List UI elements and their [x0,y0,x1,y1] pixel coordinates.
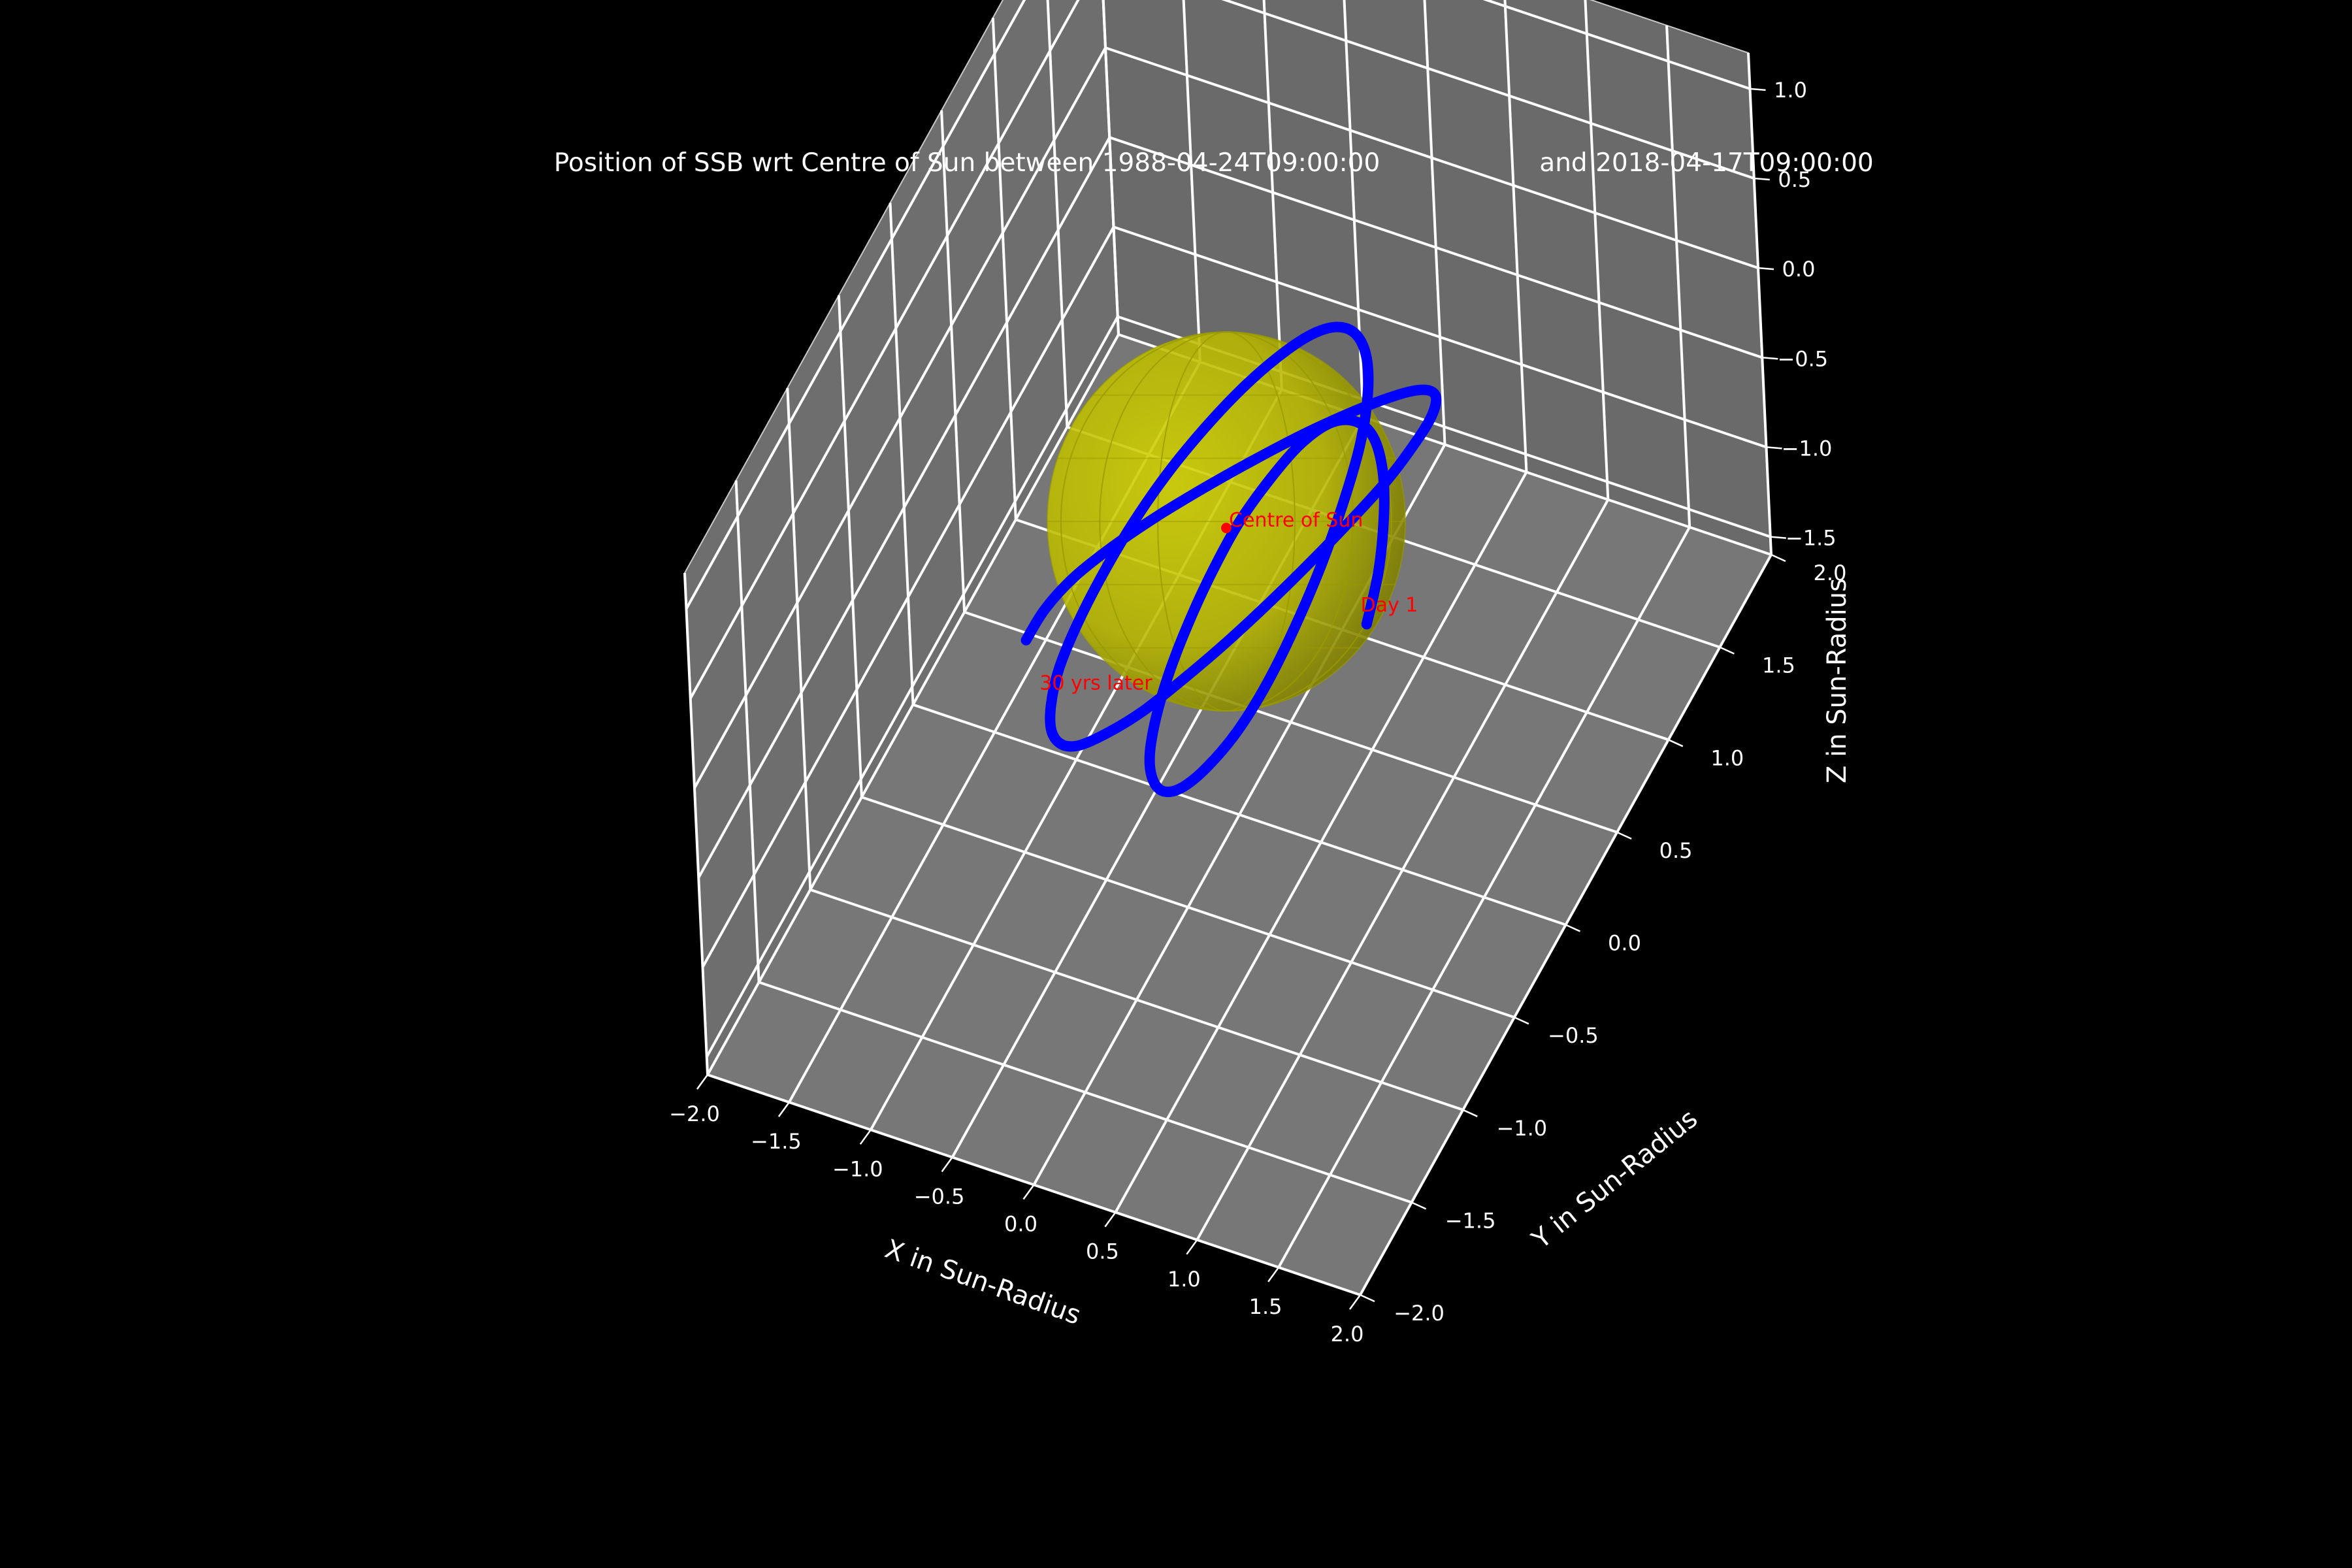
y-tick-mark [1719,646,1735,655]
gridline-x-backwall [1584,0,1610,500]
y-tick-label: −1.0 [1496,1116,1547,1141]
gridline-z-leftwall [689,0,1080,699]
gridline-x-backwall [1262,0,1283,390]
y-tick-mark [1514,1016,1529,1025]
gridline-y-leftwall [786,387,812,890]
y-tick-mark [1565,924,1581,932]
gridline-y-floor [964,611,1618,834]
y-tick-label: 1.0 [1710,745,1744,770]
x-tick-mark [1267,1267,1280,1282]
x-tick-label: 1.5 [1249,1294,1282,1319]
gridline-y-floor [912,703,1567,926]
y-tick-mark [1462,1109,1478,1117]
z-tick-label: 0.5 [1778,167,1811,192]
gridline-y-leftwall [940,110,966,612]
chart-title-left: Position of SSB wrt Centre of Sun betwee… [554,148,1380,178]
x-tick-label: 1.0 [1168,1267,1201,1292]
end-label: 30 yrs later [1039,672,1152,695]
y-axis-label: Y in Sun-Radius [1526,1103,1703,1255]
x-tick-mark [1186,1239,1198,1255]
y-tick-label: 1.5 [1762,653,1795,678]
gridline-z-backwall [1105,46,1759,269]
y-tick-mark [1616,831,1632,840]
y-tick-label: −2.0 [1394,1301,1445,1326]
gridline-x-backwall [1665,25,1691,527]
x-tick-mark [777,1102,790,1117]
gridline-z-leftwall [697,137,1111,879]
gridline-y-leftwall [1046,0,1069,427]
gridline-z-backwall [1109,136,1763,359]
chart-title-right: and 2018-04-17T09:00:00 [1539,148,1873,178]
y-tick-label: 0.0 [1608,931,1641,956]
x-tick-mark [1104,1211,1117,1228]
z-tick-mark [1766,446,1782,449]
y-tick-mark [1668,739,1684,747]
centre-of-sun-point [1221,523,1232,534]
z-tick-label: −1.0 [1782,436,1833,461]
z-tick-mark [1770,536,1786,539]
gridline-y-floor [861,796,1515,1019]
plot-area: Centre of Sun Day 1 30 yrs later [1021,321,1442,798]
gridline-z-leftwall [706,316,1119,1058]
x-tick-mark [696,1074,709,1090]
gridline-x-backwall [1423,0,1446,445]
z-tick-mark [1754,177,1770,181]
x-tick-label: −1.0 [832,1156,883,1181]
x-tick-label: −1.5 [751,1129,802,1154]
centre-of-sun-label: Centre of Sun [1229,509,1363,532]
gridline-y-leftwall [837,295,863,798]
gridline-z-leftwall [701,226,1115,968]
gridline-x-backwall [1747,52,1772,555]
z-tick-label: −0.5 [1777,346,1828,371]
y-tick-mark [1771,553,1786,563]
x-tick-label: −0.5 [914,1184,965,1209]
start-day-label: Day 1 [1361,594,1418,617]
x-tick-label: −2.0 [669,1102,720,1126]
z-tick-mark [1750,88,1766,91]
gridline-z-backwall [1113,225,1767,449]
z-axis-label: Z in Sun-Radius [1822,578,1852,783]
gridline-x-backwall [1503,0,1528,472]
z-tick-mark [1762,357,1778,360]
x-tick-mark [941,1156,953,1173]
gridline-y-floor [809,888,1463,1111]
gridline-y-leftwall [1102,0,1120,335]
gridline-y-leftwall [991,18,1017,520]
y-tick-label: 2.0 [1814,561,1847,585]
y-tick-label: −0.5 [1548,1023,1599,1048]
y-tick-mark [1411,1201,1427,1210]
z-tick-label: 0.0 [1782,257,1816,282]
x-tick-mark [859,1129,872,1145]
ssb-trajectory-line [1021,321,1442,798]
x-axis-label: X in Sun-Radius [881,1234,1085,1331]
gridline-y-leftwall [683,572,709,1075]
gridline-y-leftwall [889,203,915,705]
x-tick-label: 2.0 [1331,1322,1364,1347]
gridline-z-backwall [1482,0,1751,90]
gridline-z-backwall [1221,0,1755,180]
z-tick-label: −1.5 [1786,526,1837,551]
gridline-x-backwall [1182,0,1201,363]
gridline-z-leftwall [685,0,1026,610]
axis-ticks: −2.0 −1.5 −1.0 −0.5 0.0 0.5 1.0 1.5 2.0 −2.0 −1.5 −… [669,78,1846,1347]
gridline-y-floor [758,981,1413,1204]
x-tick-label: 0.0 [1004,1212,1037,1237]
gridline-z-leftwall [693,47,1107,789]
gridline-y-leftwall [734,480,760,983]
x-tick-label: 0.5 [1086,1239,1119,1264]
y-tick-label: −1.5 [1445,1208,1496,1233]
z-tick-label: 1.0 [1774,78,1807,103]
z-tick-mark [1757,267,1774,270]
x-tick-mark [1348,1294,1362,1310]
y-tick-mark [1360,1294,1375,1303]
y-tick-label: 0.5 [1659,838,1693,863]
x-tick-mark [1022,1184,1035,1200]
